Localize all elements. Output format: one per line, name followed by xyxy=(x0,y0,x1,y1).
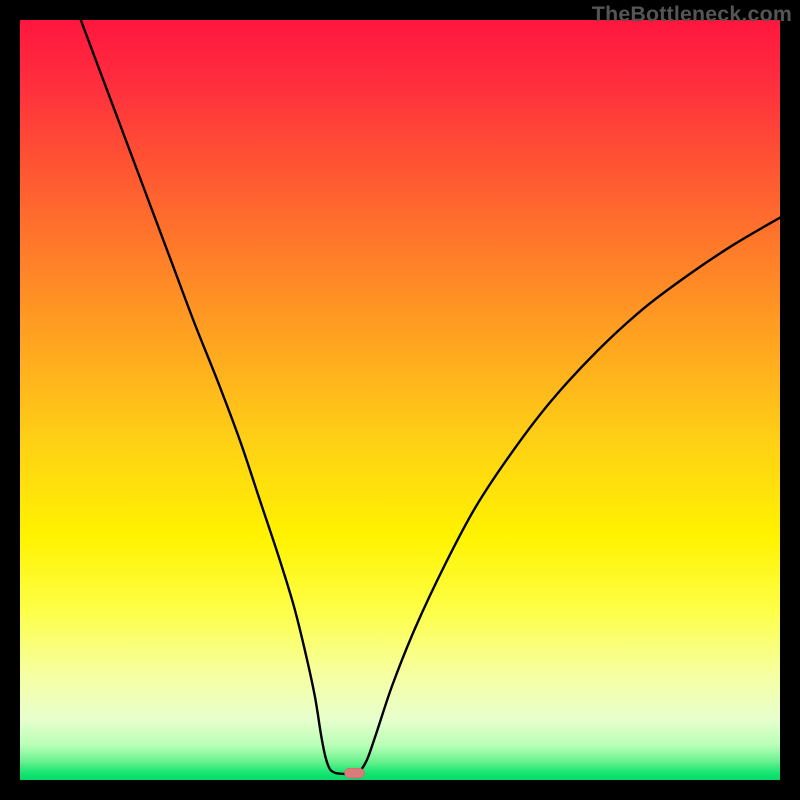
chart-svg xyxy=(20,20,780,780)
outer-frame: TheBottleneck.com xyxy=(0,0,800,800)
optimum-marker xyxy=(345,768,365,778)
watermark-text: TheBottleneck.com xyxy=(592,2,792,27)
plot-area xyxy=(20,20,780,780)
